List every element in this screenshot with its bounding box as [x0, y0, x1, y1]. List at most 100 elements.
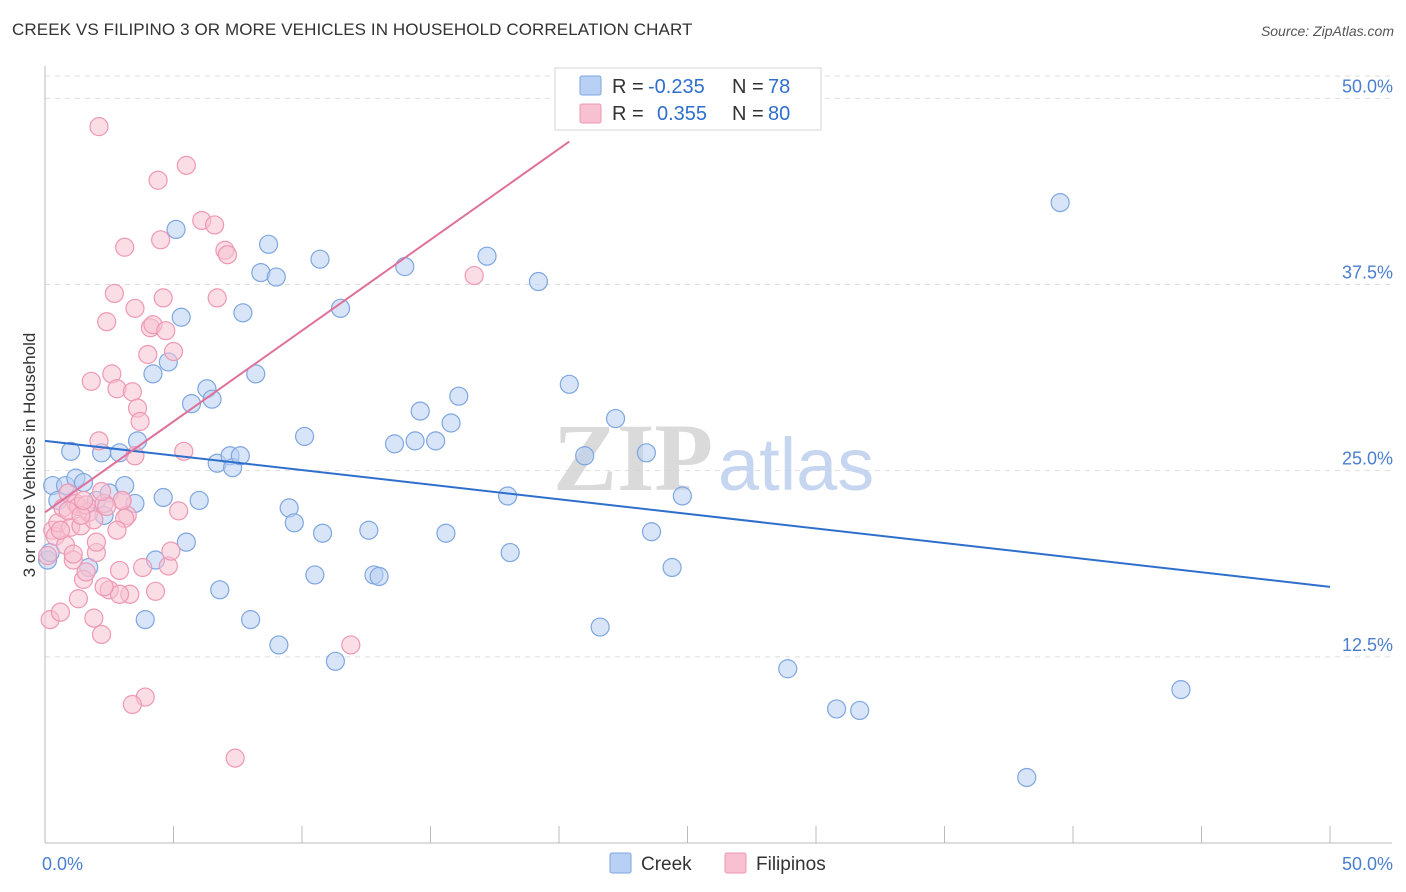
creek-point: [641, 522, 662, 542]
filipino-point: [86, 532, 107, 552]
creek-point: [436, 523, 456, 543]
filipino-point: [115, 237, 135, 257]
filipino-point: [133, 557, 153, 578]
filipino-point: [207, 288, 227, 308]
filipino-point: [130, 411, 150, 432]
filipino-point: [148, 170, 168, 190]
filipino-point: [151, 230, 171, 250]
filipino-point: [122, 694, 142, 715]
filipino-points: [37, 117, 484, 768]
creek-point: [441, 413, 461, 433]
creek-swatch: [579, 75, 602, 96]
creek-point: [330, 298, 351, 318]
axes: [44, 66, 1392, 844]
creek-point: [241, 610, 261, 630]
filipino-point: [341, 635, 361, 655]
filipino-point: [97, 312, 117, 332]
filipino-point: [153, 288, 173, 308]
trend-lines: [44, 140, 1331, 588]
creek-point: [210, 580, 230, 600]
creek-point: [384, 434, 405, 454]
creek-point: [269, 635, 289, 655]
creek-point: [449, 386, 469, 406]
creek-point: [284, 513, 304, 533]
filipino-point: [89, 431, 109, 451]
creek-point: [312, 523, 333, 543]
creek-trend-line: [44, 439, 1331, 588]
filipino-point: [68, 589, 89, 609]
filipino-point: [37, 545, 58, 566]
filipino-point: [161, 541, 181, 561]
series-legend: Creek Filipinos: [609, 852, 826, 875]
creek-point: [135, 610, 155, 630]
creek-point: [171, 307, 191, 327]
creek-point: [826, 699, 847, 719]
creek-point: [305, 565, 325, 585]
creek-point: [233, 303, 253, 323]
x-tick-label: 0.0%: [42, 854, 83, 874]
creek-point: [590, 617, 610, 637]
legend-filipinos-swatch: [724, 852, 747, 874]
filipino-point: [145, 581, 166, 601]
axis-ticks: 12.5% 25.0% 37.5% 50.0% 0.0% 50.0%: [42, 76, 1393, 874]
creek-r-value: -0.235: [648, 76, 705, 98]
filipino-r-value: 0.355: [657, 103, 707, 125]
creek-point: [778, 659, 798, 679]
filipino-point: [91, 624, 112, 645]
filipino-point: [76, 562, 96, 582]
creek-point: [662, 557, 682, 578]
filipino-point: [94, 577, 114, 597]
creek-point: [189, 490, 209, 511]
creek-r-label: R =: [612, 76, 644, 98]
creek-point: [559, 374, 579, 394]
y-axis-label: 3 or more Vehicles in Household: [20, 333, 39, 578]
creek-point: [176, 532, 196, 552]
creek-point: [369, 566, 389, 587]
creek-point: [1171, 679, 1191, 700]
filipino-point: [109, 560, 130, 581]
filipino-point: [169, 501, 189, 521]
legend-creek-label: Creek: [641, 854, 692, 875]
creek-point: [1050, 192, 1070, 213]
filipino-point: [50, 520, 71, 540]
x-tick-label: 50.0%: [1342, 854, 1393, 874]
creek-point: [575, 446, 595, 466]
creek-point: [266, 267, 286, 287]
creek-point: [166, 219, 186, 239]
watermark: ZIP atlas: [553, 404, 874, 511]
creek-point: [246, 364, 266, 384]
filipino-point: [163, 341, 184, 362]
creek-point: [230, 446, 250, 466]
filipino-point: [176, 155, 196, 175]
filipino-point: [109, 584, 130, 604]
filipino-point: [125, 298, 145, 318]
creek-point: [605, 408, 626, 429]
chart-title: CREEK VS FILIPINO 3 OR MORE VEHICLES IN …: [12, 20, 693, 39]
filipino-point: [84, 608, 104, 628]
filipino-swatch: [579, 103, 602, 124]
creek-point: [359, 520, 379, 540]
y-tick-label: 12.5%: [1342, 635, 1393, 655]
y-tick-label: 50.0%: [1342, 76, 1393, 96]
filipino-trend-line: [44, 140, 570, 514]
creek-point: [498, 486, 518, 506]
filipino-point: [464, 265, 484, 286]
creek-point: [1017, 767, 1037, 788]
creek-point: [850, 700, 870, 721]
y-tick-label: 25.0%: [1342, 449, 1393, 469]
creek-point: [61, 441, 81, 461]
legend-creek-swatch: [609, 852, 632, 874]
creek-point: [672, 486, 692, 506]
creek-point: [325, 651, 346, 671]
creek-point: [143, 364, 163, 384]
creek-point: [528, 271, 549, 292]
creek-point: [405, 431, 425, 451]
creek-point: [395, 257, 415, 277]
creek-point: [500, 542, 520, 563]
filipino-point: [89, 117, 109, 137]
filipino-point: [50, 602, 71, 622]
filipino-point: [138, 344, 158, 365]
filipino-point: [122, 382, 142, 402]
y-tick-label: 37.5%: [1342, 263, 1393, 283]
